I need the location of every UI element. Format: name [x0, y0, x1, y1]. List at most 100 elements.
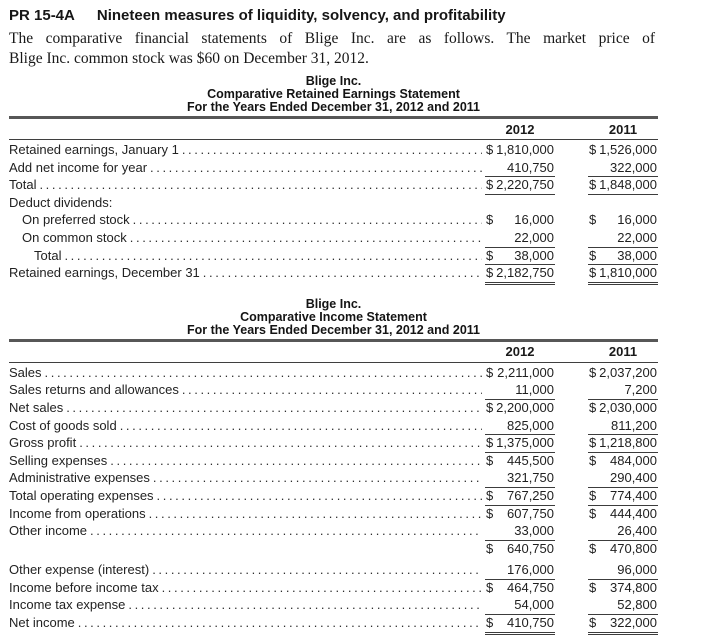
- amount-value: 16,000: [617, 212, 657, 228]
- table-row: Income from operations$607,750$444,400: [9, 506, 658, 524]
- amount-2011: $16,000: [588, 212, 658, 230]
- column-gap: [555, 597, 588, 615]
- column-header-row: 2012 2011: [9, 119, 658, 140]
- table-row: Net income$410,750$322,000: [9, 615, 658, 635]
- amount-2012: $2,200,000: [485, 400, 555, 418]
- table-row: Other income 33,000 26,400: [9, 523, 658, 541]
- amount-value: 1,218,800: [599, 435, 657, 451]
- dot-leader: [39, 177, 482, 195]
- dot-leader: [133, 212, 482, 230]
- currency-symbol: $: [589, 579, 597, 595]
- dot-leader: [130, 230, 482, 248]
- income-statement: Blige Inc. Comparative Income Statement Fo…: [9, 297, 658, 635]
- amount-value: 484,000: [610, 452, 657, 468]
- amount-value: 1,375,000: [496, 435, 554, 451]
- amount-2011: $374,800: [588, 580, 658, 598]
- table-row: On common stock 22,000 22,000: [9, 230, 658, 248]
- amount-2011: 96,000: [588, 562, 658, 580]
- dot-leader: [162, 580, 482, 598]
- dot-leader: [182, 142, 482, 160]
- dot-leader: [120, 418, 482, 436]
- dot-leader: [182, 382, 482, 400]
- amount-2011: 52,800: [588, 597, 658, 616]
- amount-2012: 176,000: [485, 562, 555, 580]
- amount-2012: $1,375,000: [485, 435, 555, 453]
- amount-value: 2,182,750: [496, 265, 554, 281]
- statement-title-line: For the Years Ended December 31, 2012 an…: [187, 100, 480, 114]
- amount-value: 176,000: [507, 562, 554, 578]
- statement-title: Blige Inc. Comparative Income Statement Fo…: [9, 297, 658, 337]
- amount-2012: $445,500: [485, 453, 555, 471]
- column-gap: [555, 562, 588, 580]
- amount-2011: 7,200: [588, 382, 658, 400]
- retained-earnings-statement: Blige Inc. Comparative Retained Earnings …: [9, 75, 658, 285]
- currency-symbol: $: [589, 435, 597, 451]
- currency-symbol: $: [486, 615, 494, 631]
- row-spacer: [112, 195, 485, 213]
- row-label: Other income: [9, 523, 88, 539]
- amount-2011: 322,000: [588, 160, 658, 178]
- amount-value: 1,810,000: [599, 265, 657, 281]
- amount-2012: $607,750: [485, 506, 555, 524]
- amount-value: 322,000: [610, 159, 657, 175]
- column-gap: [555, 265, 588, 283]
- currency-symbol: $: [589, 505, 597, 521]
- currency-symbol: $: [589, 452, 597, 468]
- amount-2011: $322,000: [588, 615, 658, 635]
- column-header-2012: 2012: [505, 121, 535, 137]
- amount-2011: 26,400: [588, 523, 658, 541]
- amount-2012: 11,000: [485, 382, 555, 400]
- amount-value: 374,800: [610, 579, 657, 595]
- currency-symbol: $: [589, 265, 597, 281]
- row-label: Retained earnings, January 1: [9, 142, 179, 157]
- currency-symbol: $: [486, 177, 494, 193]
- column-gap: [555, 365, 588, 383]
- table-row: $640,750 $470,800: [9, 541, 658, 559]
- currency-symbol: $: [589, 540, 597, 556]
- row-spacer: [9, 541, 485, 559]
- table-row: Selling expenses$445,500$484,000: [9, 453, 658, 471]
- dot-leader: [150, 160, 482, 178]
- amount-value: 33,000: [514, 523, 554, 539]
- row-label: Total: [9, 177, 37, 193]
- amount-2011: $38,000: [588, 248, 658, 266]
- column-gap: [555, 488, 588, 506]
- column-gap: [555, 195, 588, 213]
- column-gap: [555, 160, 588, 178]
- amount-2011: $470,800: [588, 541, 658, 559]
- table-row: Add net income for year 410,750 322,000: [9, 160, 658, 178]
- column-header-2011: 2011: [608, 121, 638, 137]
- amount-2012: 22,000: [485, 230, 555, 248]
- amount-2012: $16,000: [485, 212, 555, 230]
- amount-value: 96,000: [617, 562, 657, 578]
- column-gap: [555, 382, 588, 400]
- currency-symbol: $: [486, 142, 494, 157]
- currency-symbol: $: [486, 579, 494, 595]
- amount-value: 11,000: [515, 382, 554, 398]
- table-row: Total$2,220,750$1,848,000: [9, 177, 658, 195]
- amount-2012: 825,000: [485, 418, 555, 436]
- amount-value: 26,400: [617, 523, 657, 539]
- amount-2012: $640,750: [485, 541, 555, 559]
- dot-leader: [90, 523, 482, 541]
- statement-title: Blige Inc. Comparative Retained Earnings …: [9, 75, 658, 114]
- amount-2011: 22,000: [588, 230, 658, 248]
- amount-value: 470,800: [610, 540, 657, 556]
- amount-2012: $2,220,750: [485, 177, 555, 195]
- column-gap: [555, 435, 588, 453]
- statement-title-line: Comparative Income Statement: [240, 309, 427, 324]
- table-row: Gross profit$1,375,000$1,218,800: [9, 435, 658, 453]
- table-row: Other expense (interest) 176,000 96,000: [9, 562, 658, 580]
- row-label: Income tax expense: [9, 597, 126, 613]
- table-row: Net sales$2,200,000$2,030,000: [9, 400, 658, 418]
- row-label: On common stock: [22, 229, 127, 245]
- column-gap: [555, 400, 588, 418]
- amount-2011: $444,400: [588, 506, 658, 524]
- dot-leader: [152, 562, 482, 580]
- row-label: Sales returns and allowances: [9, 382, 179, 398]
- currency-symbol: $: [589, 487, 597, 503]
- currency-symbol: $: [486, 364, 494, 380]
- statement-title-line: For the Years Ended December 31, 2012 an…: [187, 322, 480, 337]
- amount-value: 7,200: [624, 382, 657, 398]
